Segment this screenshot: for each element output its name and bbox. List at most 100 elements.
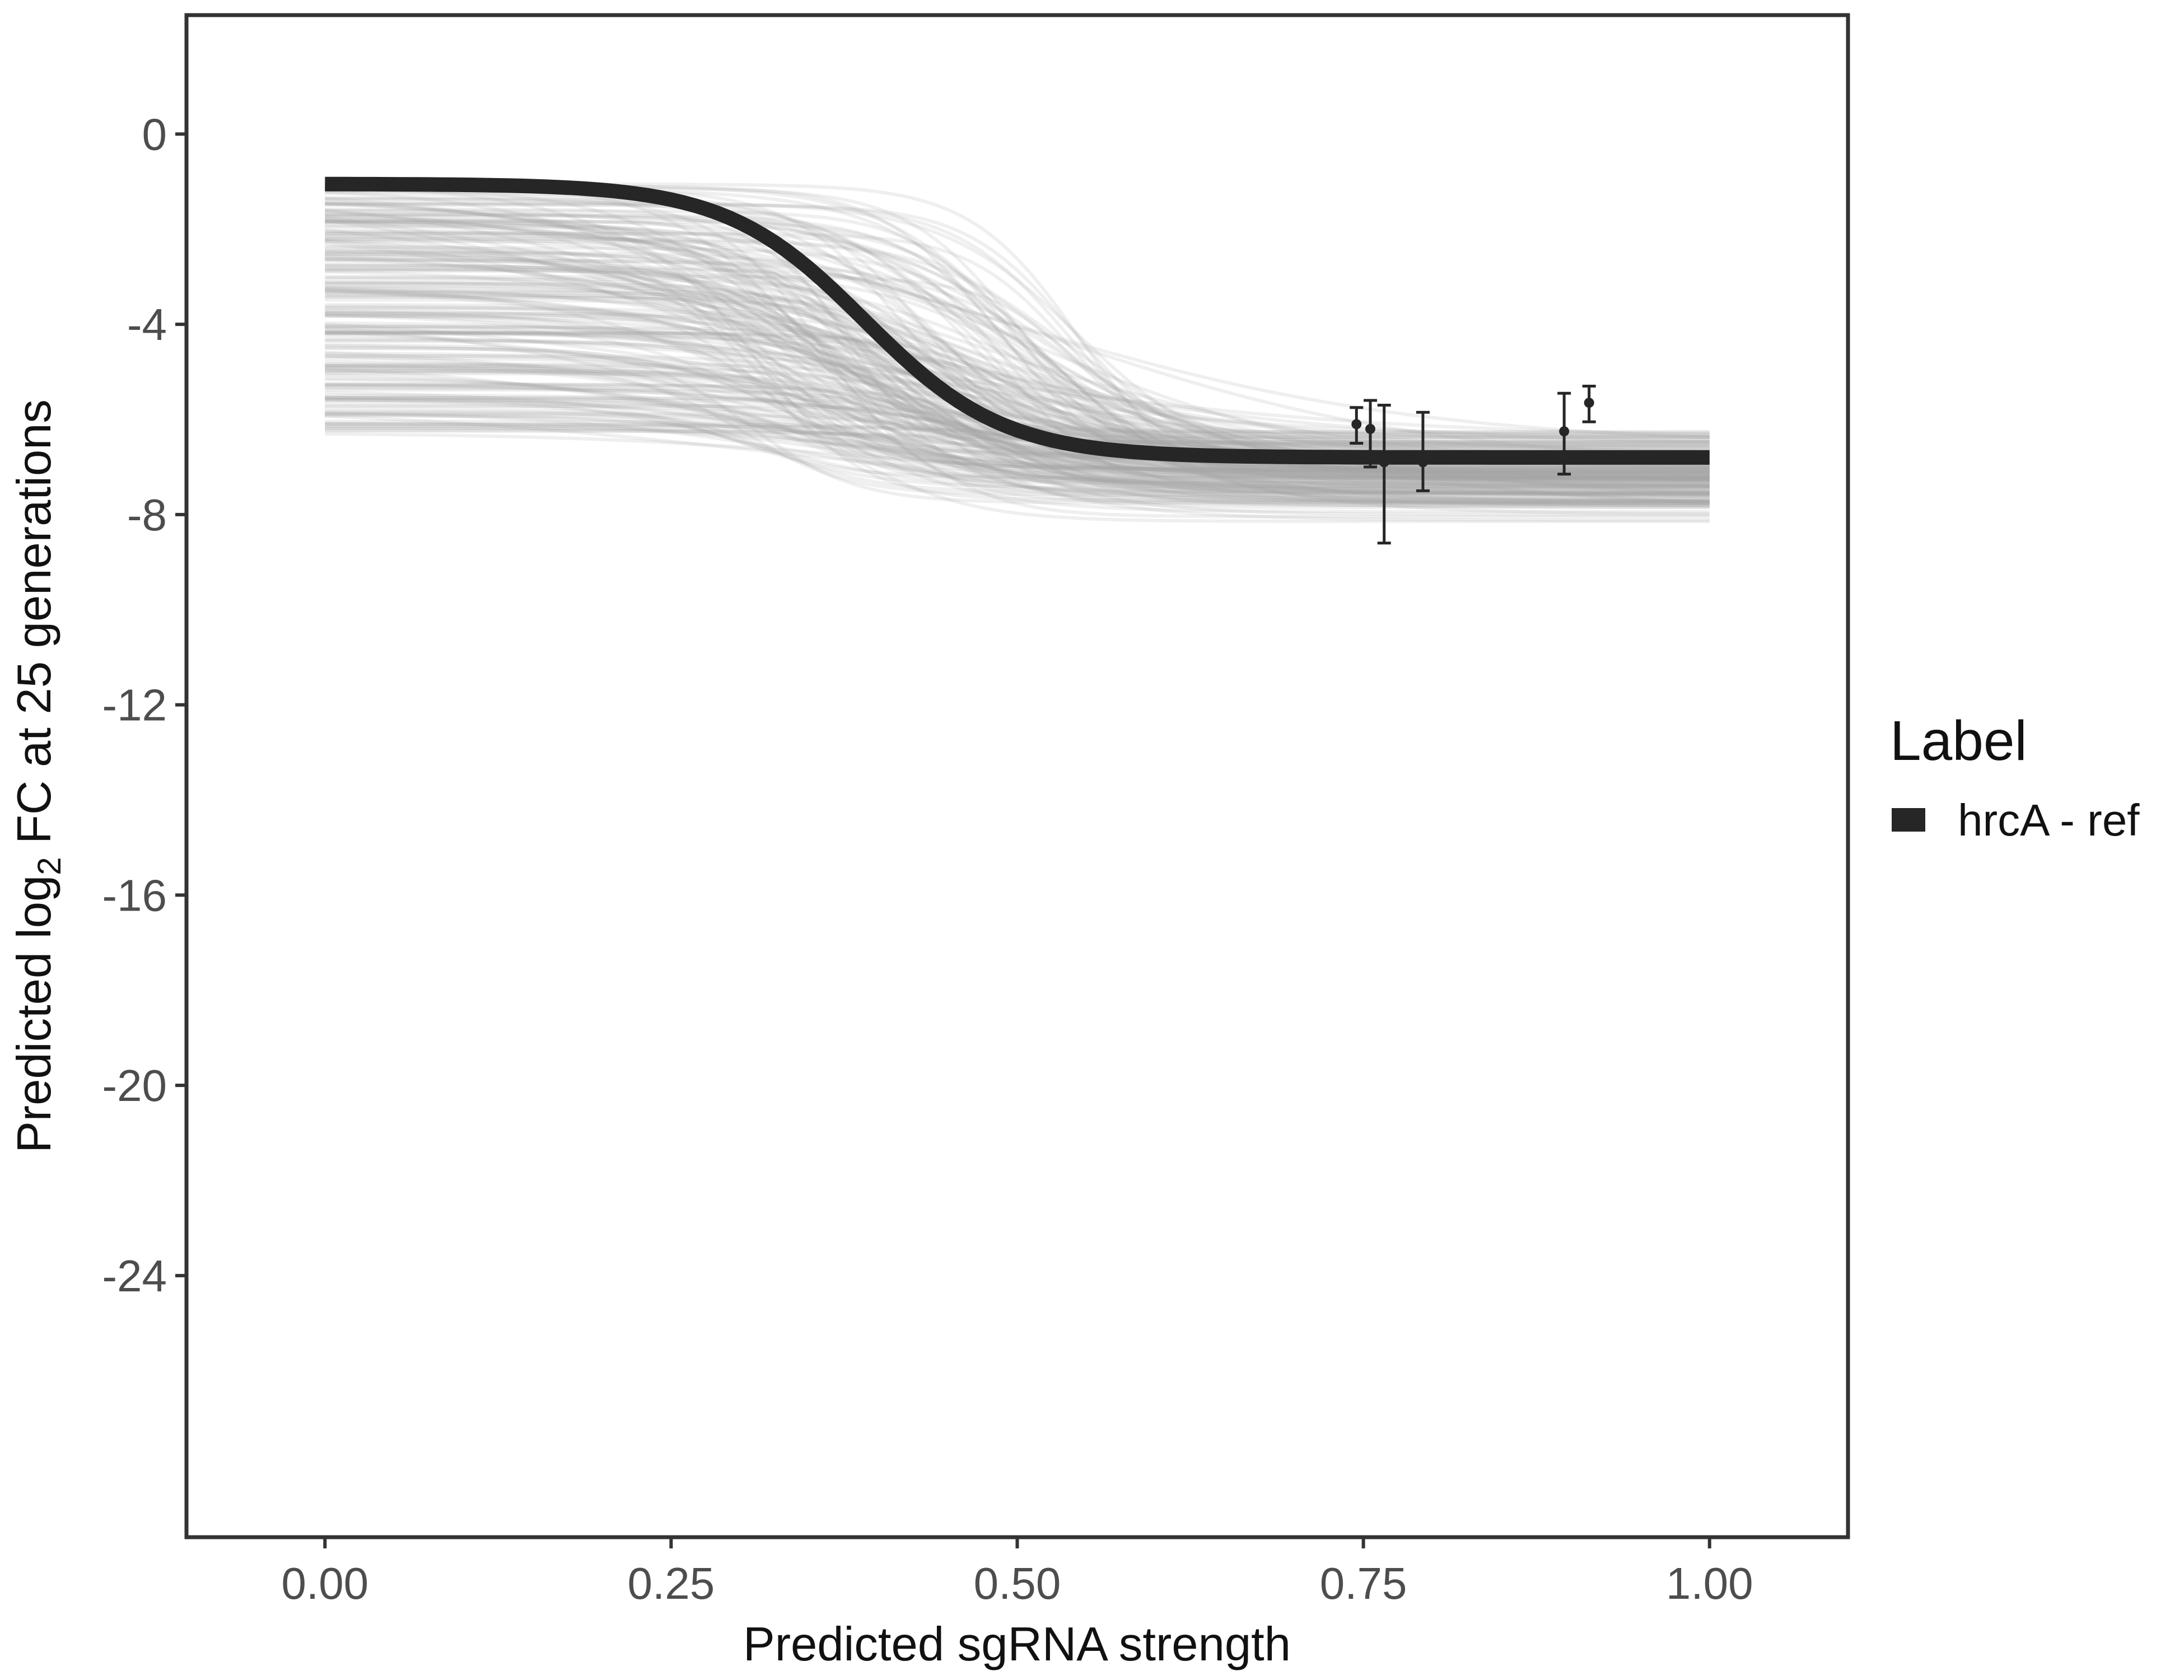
posterior-sample-line [325,277,1710,445]
posterior-sample-line [325,220,1710,459]
x-tick-label: 0.50 [974,1558,1061,1608]
posterior-sample-line [325,306,1710,444]
posterior-sample-line [325,368,1710,477]
posterior-sample-line [325,282,1710,473]
data-point [1582,385,1596,423]
posterior-sample-line [324,216,1710,454]
posterior-sample-line [325,213,1710,479]
point-marker [1417,457,1428,468]
legend-label-hrcA-ref: hrcA - ref [1958,795,2140,845]
y-tick-label: -24 [102,1251,167,1301]
posterior-sample-line [325,326,1710,479]
data-point [1363,399,1377,469]
posterior-sample-line [325,382,1710,480]
posterior-sample-line [325,385,1710,496]
x-tick-label: 0.25 [628,1558,715,1608]
posterior-sample-line [325,265,1710,438]
posterior-sample-line [325,393,1710,524]
posterior-sample-line [325,314,1710,474]
posterior-sample-line [325,324,1710,474]
posterior-sample-line [325,376,1710,500]
posterior-sample-line [325,398,1710,475]
posterior-sample-line [325,269,1710,495]
posterior-sample-line [325,390,1710,487]
plot-background [186,15,1848,1537]
posterior-sample-line [325,429,1710,444]
posterior-sample-line [325,398,1710,470]
posterior-sample-line [325,363,1710,493]
posterior-sample-line [325,364,1710,472]
posterior-sample-line [325,291,1710,470]
posterior-sample-line [325,257,1710,498]
posterior-sample-line [325,383,1710,484]
posterior-sample-line [325,190,1710,474]
legend: Label hrcA - ref [1890,710,2140,845]
posterior-sample-line [325,215,1710,450]
posterior-sample-line [325,218,1710,471]
posterior-sample-line [325,411,1710,509]
posterior-sample-line [325,239,1710,443]
posterior-sample-line [325,192,1710,487]
posterior-sample-line [325,209,1710,468]
posterior-sample-line [325,224,1710,474]
posterior-sample-line [325,367,1710,503]
posterior-sample-line [325,373,1710,475]
posterior-sample-line [324,241,1710,438]
posterior-sample-line [325,354,1710,496]
x-tick-label: 0.75 [1320,1558,1407,1608]
posterior-sample-line [325,225,1710,479]
point-marker [1559,426,1570,437]
posterior-sample-line [325,305,1710,481]
posterior-sample-line [325,408,1710,493]
posterior-sample-line [325,264,1710,470]
posterior-sample-line [325,197,1710,488]
posterior-sample-line [325,258,1710,503]
fitted-curve-hrcA-ref [325,176,1710,465]
point-marker [1351,419,1362,430]
data-point [1377,403,1391,545]
posterior-sample-line [325,331,1710,502]
y-axis-title: Predicted log2 FC at 25 generations [8,399,68,1153]
posterior-sample-line [325,212,1710,475]
posterior-sample-line [325,238,1710,505]
posterior-sample-line [325,413,1710,474]
posterior-sample-line [325,212,1710,469]
posterior-sample-line [325,240,1710,508]
posterior-sample-line [325,396,1710,494]
posterior-sample-line [325,333,1710,436]
posterior-sample-line [325,185,1710,496]
posterior-sample-line [325,286,1710,478]
posterior-sample-line [325,229,1710,517]
posterior-sample-line [325,215,1710,503]
y-tick-label: -20 [102,1061,167,1110]
posterior-sample-line [325,321,1710,472]
posterior-sample-line [325,220,1710,472]
posterior-sample-line [325,295,1710,437]
posterior-sample-line [325,354,1710,503]
posterior-sample-line [325,311,1710,522]
posterior-sample-line [325,202,1710,440]
observed-points [1350,385,1596,545]
posterior-sample-line [325,346,1710,472]
posterior-sample-line [325,309,1710,479]
posterior-sample-line [325,314,1710,454]
posterior-sample-line [325,354,1710,480]
posterior-sample-line [325,370,1710,445]
posterior-sample-line [325,312,1710,481]
posterior-sample-line [325,298,1710,489]
posterior-sample-line [325,414,1710,505]
posterior-sample-line [325,220,1710,482]
posterior-sample-line [325,386,1710,491]
data-point [1416,410,1430,492]
x-axis-title: Predicted sgRNA strength [743,1618,1291,1671]
posterior-sample-line [325,369,1710,503]
posterior-sample-line [325,398,1710,481]
posterior-sample-line [325,412,1710,495]
posterior-sample-line [325,401,1710,487]
posterior-sample-line [325,396,1710,489]
posterior-sample-line [325,268,1710,496]
posterior-sample-line [325,218,1710,493]
point-marker [1379,457,1389,468]
posterior-sample-line [325,331,1710,468]
